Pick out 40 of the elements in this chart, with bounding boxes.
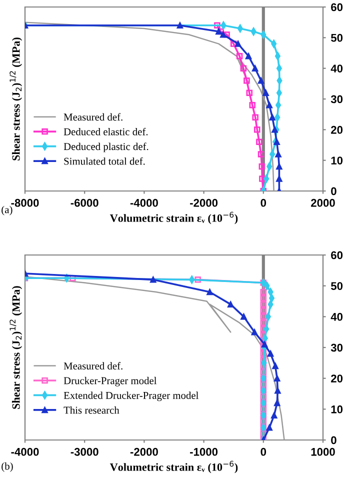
x-tick-label: -1000	[190, 448, 218, 456]
x-tick-label: -6000	[70, 198, 98, 207]
y-tick-label: 50	[330, 282, 343, 290]
x-tick-label: 0	[260, 448, 266, 456]
x-tick-label: -4000	[130, 198, 158, 207]
text: (b)	[2, 462, 13, 472]
x-tick-label: -4000	[11, 448, 39, 456]
x-tick-label: -2000	[130, 448, 158, 456]
legend-label: Deduced plastic def.	[64, 142, 148, 152]
x-tick-label: 1000	[311, 448, 335, 456]
x-axis-title: Volumetric strain εᵥ (10$^{−6}$)	[110, 460, 238, 474]
legend-label: Measured def.	[64, 362, 122, 370]
x-tick-label: -3000	[70, 448, 98, 456]
x-tick-label: 0	[260, 198, 266, 207]
x-tick-label: 2000	[311, 198, 335, 207]
y-tick-label: 40	[330, 64, 343, 72]
y-tick-label: 60	[331, 3, 343, 12]
y-tick-label: 20	[331, 374, 343, 382]
y-tick-label: 50	[330, 34, 343, 42]
y-tick-label: 60	[331, 251, 343, 260]
legend-label: Extended Drucker-Prager model	[64, 392, 198, 402]
y-tick-label: 20	[331, 126, 343, 134]
legend-label: Measured def.	[64, 113, 122, 121]
y-axis-title: Shear stress (J$_{2}$)$^{1/2}$ (MPa)	[10, 286, 22, 409]
y-axis-title: Shear stress (J$_{2}$)$^{1/2}$ (MPa)	[10, 38, 22, 160]
y-tick-label: 0	[331, 436, 336, 444]
legend-label: Drucker-Prager model	[64, 376, 157, 386]
legend-label: Deduced elastic def.	[64, 128, 148, 136]
x-tick-label: -8000	[11, 198, 39, 207]
legend-label: Simulated total def.	[64, 157, 145, 165]
y-tick-label: 30	[330, 95, 343, 104]
y-tick-label: 30	[330, 344, 343, 352]
text: (a)	[2, 206, 12, 216]
x-axis-title: Volumetric strain εᵥ (10$^{−6}$)	[110, 212, 238, 224]
legend-label: This research	[64, 406, 120, 414]
y-tick-label: 40	[330, 312, 343, 321]
x-tick-label: -2000	[190, 198, 218, 207]
y-tick-label: 10	[331, 405, 343, 414]
y-tick-label: 10	[331, 156, 343, 164]
y-tick-label: 0	[331, 187, 336, 196]
